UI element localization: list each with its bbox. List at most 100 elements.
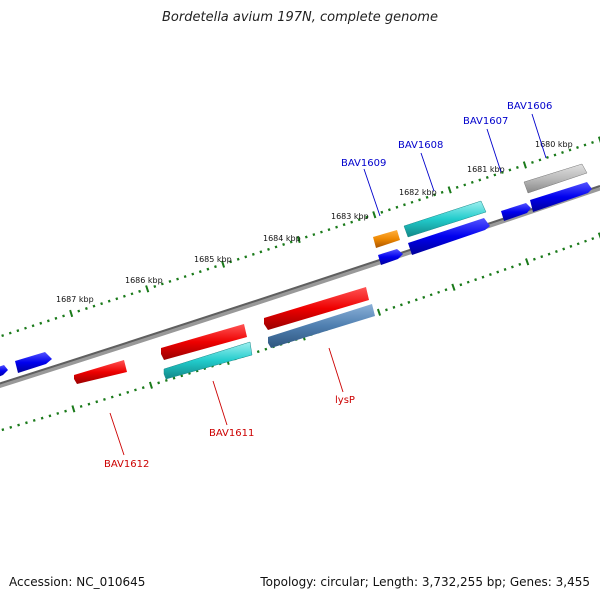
outer-scale-minor-tick <box>122 294 126 298</box>
outer-scale-major-tick <box>69 309 74 318</box>
inner-scale-minor-tick <box>532 257 536 261</box>
outer-scale-minor-tick <box>335 225 338 229</box>
outer-scale-minor-tick <box>92 304 96 308</box>
inner-scale-minor-tick <box>407 300 411 304</box>
outer-scale-minor-tick <box>561 151 564 154</box>
inner-scale-minor-tick <box>488 273 492 277</box>
outer-scale-minor-tick <box>62 314 65 318</box>
inner-scale-minor-tick <box>540 255 544 259</box>
leader-lysp <box>328 347 344 393</box>
inner-scale-minor-tick <box>110 395 114 399</box>
outer-scale-minor-tick <box>387 208 391 212</box>
inner-scale-minor-tick <box>17 423 20 427</box>
outer-scale-minor-tick <box>176 277 179 281</box>
leader-lines <box>109 113 547 456</box>
gene-bav1607[interactable] <box>501 203 531 221</box>
scale-label-1686kbp: 1686 kbp <box>125 276 163 285</box>
inner-scale-minor-tick <box>576 242 580 246</box>
leader-bav1607 <box>486 128 502 173</box>
gene-bav1605[interactable] <box>530 182 592 212</box>
inner-scale-major-tick <box>597 232 600 239</box>
outer-scale-minor-tick <box>289 240 293 244</box>
outer-scale-major-tick <box>597 136 600 144</box>
inner-scale-minor-tick <box>103 397 106 401</box>
inner-scale-minor-tick <box>164 378 168 382</box>
scale-label-1682kbp: 1682 kbp <box>399 188 437 197</box>
inner-scale-minor-tick <box>118 393 122 397</box>
gene-bav1608[interactable] <box>403 200 487 238</box>
outer-scale-minor-tick <box>440 190 444 194</box>
outer-scale-minor-tick <box>77 309 81 313</box>
outer-scale-minor-tick <box>455 185 459 189</box>
outer-scale-major-tick <box>221 260 226 268</box>
gene-label-bav1607: BAV1607 <box>463 116 508 127</box>
gene-label-bav1612: BAV1612 <box>104 459 149 470</box>
gene-forward-blue-edge[interactable] <box>0 365 8 377</box>
inner-scale-minor-tick <box>87 402 91 406</box>
outer-scale-minor-tick <box>282 242 286 246</box>
outer-scale-minor-tick <box>206 267 210 271</box>
gene-forward-blue-left[interactable] <box>15 352 52 373</box>
outer-scale-minor-tick <box>1 334 5 338</box>
outer-scale-minor-tick <box>16 329 20 333</box>
gene-label-lysp: lysP <box>335 395 355 406</box>
topology-summary: Topology: circular; Length: 3,732,255 bp… <box>260 575 590 589</box>
outer-scale-minor-tick <box>395 205 399 209</box>
inner-scale-minor-tick <box>32 418 36 422</box>
outer-scale-minor-tick <box>500 170 504 174</box>
outer-scale-minor-tick <box>24 326 27 330</box>
outer-scale-minor-tick <box>259 250 263 254</box>
inner-scale-minor-tick <box>429 293 433 297</box>
outer-scale-minor-tick <box>365 215 369 219</box>
gene-bav1611[interactable] <box>163 341 253 380</box>
inner-scale-minor-tick <box>554 250 558 254</box>
gene-label-bav1609: BAV1609 <box>341 158 386 169</box>
outer-scale-minor-tick <box>214 265 217 269</box>
inner-scale-minor-tick <box>172 376 176 380</box>
inner-scale-minor-tick <box>64 409 67 413</box>
inner-scale-minor-tick <box>180 374 184 378</box>
scale-label-1687kbp: 1687 kbp <box>56 295 94 304</box>
gene-reverse-red-right[interactable] <box>264 287 369 330</box>
outer-scale-minor-tick <box>168 279 172 283</box>
outer-scale-minor-tick <box>546 155 549 159</box>
leader-bav1608 <box>420 152 435 192</box>
gene-reverse-red-mid[interactable] <box>161 324 247 360</box>
scale-label-1681kbp: 1681 kbp <box>467 165 505 174</box>
outer-scale-minor-tick <box>418 198 421 202</box>
inner-scale-minor-tick <box>547 252 551 256</box>
inner-scale-minor-tick <box>40 416 44 420</box>
gene-forward-blue-large[interactable] <box>408 218 490 255</box>
outer-scale-major-tick <box>296 235 301 244</box>
scale-label-1683kbp: 1683 kbp <box>331 212 369 221</box>
outer-scale-minor-tick <box>576 146 579 149</box>
leader-bav1612 <box>109 412 125 456</box>
gene-bav1612[interactable] <box>74 360 127 384</box>
inner-scale-minor-tick <box>481 275 485 279</box>
outer-scale-minor-tick <box>191 272 195 276</box>
outer-scale-minor-tick <box>115 297 119 301</box>
gene-lysp[interactable] <box>268 304 375 348</box>
outer-scale-minor-tick <box>425 195 429 199</box>
inner-scale-minor-tick <box>444 288 448 292</box>
outer-scale-minor-tick <box>320 230 323 234</box>
outer-scale-minor-tick <box>531 160 534 164</box>
gene-bav1609[interactable] <box>373 230 400 248</box>
outer-scale-minor-tick <box>267 247 270 251</box>
outer-scale-minor-tick <box>54 316 58 320</box>
outer-scale-minor-tick <box>100 302 104 306</box>
gene-bav1606[interactable] <box>523 163 588 194</box>
outer-scale-minor-tick <box>138 289 142 293</box>
inner-scale-minor-tick <box>1 428 5 432</box>
inner-scale-minor-tick <box>503 267 507 271</box>
leader-bav1606 <box>531 113 547 159</box>
inner-scale-minor-tick <box>459 283 463 287</box>
outer-scale-minor-tick <box>515 165 519 169</box>
gene-forward-blue-small[interactable] <box>378 249 403 265</box>
inner-scale-minor-tick <box>392 305 396 309</box>
inner-scale-minor-tick <box>562 247 566 251</box>
outer-scale-minor-tick <box>327 228 331 232</box>
leader-bav1609 <box>363 168 381 217</box>
outer-scale-minor-tick <box>508 168 512 172</box>
